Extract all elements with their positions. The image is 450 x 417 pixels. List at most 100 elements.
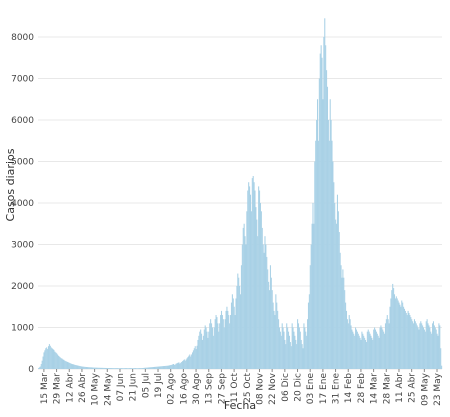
bar <box>438 323 440 369</box>
bar <box>378 337 380 369</box>
bar <box>321 57 323 369</box>
x-tick-label: 20 Dic <box>294 373 304 402</box>
bar <box>349 319 351 369</box>
bar <box>86 367 88 369</box>
bar <box>417 327 419 369</box>
bar <box>423 329 425 369</box>
bar <box>256 219 258 369</box>
x-tick-label: 07 Jun <box>116 373 126 401</box>
bar <box>79 366 81 369</box>
bar <box>307 319 309 369</box>
bar <box>198 335 200 369</box>
x-tick-label: 09 May <box>420 372 430 406</box>
bar <box>338 232 340 369</box>
bar <box>293 331 295 369</box>
bar <box>265 244 267 369</box>
bar <box>403 308 406 369</box>
bar <box>193 348 195 369</box>
bar <box>121 368 123 369</box>
bar <box>392 283 394 369</box>
bar <box>119 368 121 369</box>
bar <box>304 327 306 369</box>
x-tick-label: 06 Dic <box>281 373 291 402</box>
bar <box>283 331 285 369</box>
bar <box>323 36 325 370</box>
bar <box>135 368 137 369</box>
bar <box>416 325 418 369</box>
bar <box>330 119 332 369</box>
bar <box>197 339 199 369</box>
bar <box>400 306 402 369</box>
bar <box>189 354 191 369</box>
bar <box>132 368 134 369</box>
bar <box>340 265 342 369</box>
bar <box>83 366 85 369</box>
y-tick-label: 8000 <box>11 33 34 43</box>
bar <box>240 294 242 369</box>
bar <box>259 202 261 369</box>
bar <box>115 368 117 369</box>
bar <box>397 300 399 369</box>
bar <box>413 319 415 369</box>
bar <box>425 321 427 369</box>
bar <box>169 365 171 369</box>
bar <box>295 339 297 369</box>
bar <box>49 345 51 369</box>
bar <box>206 331 208 369</box>
bar <box>268 290 271 369</box>
bar <box>289 342 291 369</box>
bar <box>133 368 135 369</box>
bar <box>313 223 315 369</box>
bar <box>250 211 252 369</box>
bar <box>233 306 235 369</box>
bar <box>224 319 226 369</box>
bar <box>440 348 442 369</box>
bar <box>406 315 408 369</box>
bar <box>310 244 312 369</box>
bar <box>299 331 301 369</box>
bar <box>273 310 275 369</box>
bar <box>269 265 271 369</box>
bar <box>245 244 247 369</box>
bar <box>89 367 91 369</box>
bar <box>176 363 178 369</box>
bar <box>51 348 53 369</box>
bar <box>278 319 280 369</box>
bar <box>432 323 434 369</box>
bar <box>282 327 284 369</box>
bar <box>199 331 201 369</box>
bar <box>374 327 376 369</box>
bar <box>211 327 213 369</box>
bar <box>297 319 299 369</box>
bar <box>236 285 238 369</box>
bar <box>279 331 281 369</box>
bar <box>125 368 127 369</box>
bar <box>314 161 316 369</box>
bar <box>96 367 98 369</box>
bar <box>81 366 83 369</box>
bar <box>275 294 277 369</box>
bar <box>161 366 163 369</box>
y-axis-title: Casos diarios <box>4 148 17 221</box>
bar <box>401 300 403 369</box>
bar <box>123 368 125 369</box>
bar <box>88 367 90 369</box>
bar <box>124 368 126 369</box>
bar <box>298 327 300 369</box>
bar <box>394 298 396 369</box>
y-tick-label: 5000 <box>11 157 34 167</box>
x-tick-label: 10 May <box>91 372 101 406</box>
bar <box>84 366 86 369</box>
y-tick-label: 7000 <box>11 74 34 84</box>
bar <box>348 315 350 369</box>
bar <box>410 317 412 369</box>
bar <box>54 351 56 369</box>
bar <box>302 348 304 369</box>
bar <box>312 202 314 369</box>
bar <box>300 339 302 369</box>
bar <box>104 367 106 369</box>
bar <box>359 337 361 369</box>
bar <box>93 367 95 369</box>
bar <box>311 223 313 369</box>
bar <box>432 321 434 369</box>
